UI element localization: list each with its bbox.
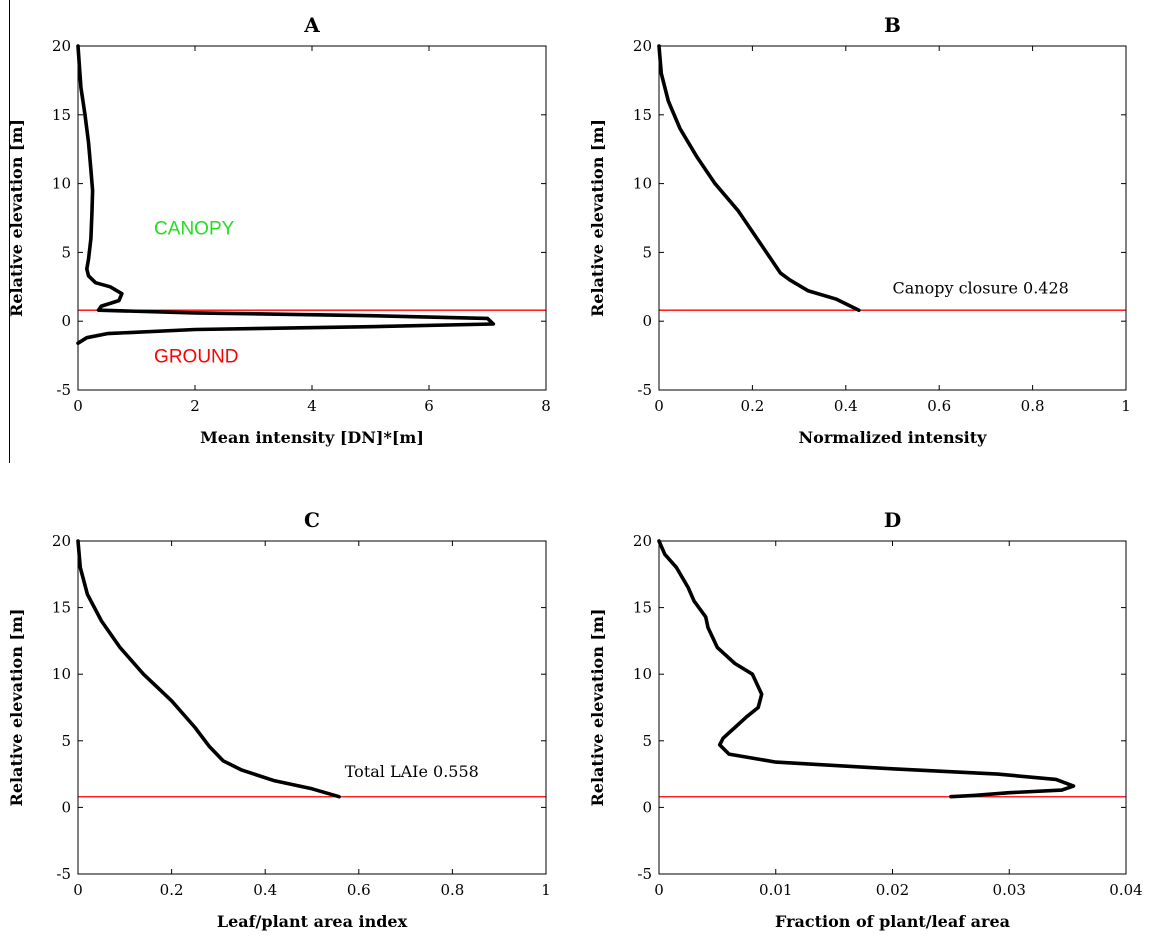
- annotation-label: Total LAIe 0.558: [345, 762, 479, 781]
- y-tick-label: 15: [52, 599, 71, 617]
- y-tick-label: -5: [637, 381, 652, 399]
- y-tick-label: 10: [633, 665, 652, 683]
- annotation-label: Canopy closure 0.428: [893, 279, 1069, 298]
- y-tick-label: 15: [633, 106, 652, 124]
- plot-frame: [77, 540, 547, 875]
- y-tick-label: 20: [633, 37, 652, 55]
- y-axis-label: Relative elevation [m]: [7, 119, 26, 317]
- annotation-label: GROUND: [154, 346, 238, 367]
- x-tick-label: 0: [654, 397, 664, 415]
- y-tick-label: 5: [61, 243, 71, 261]
- x-tick-label: 1: [541, 881, 551, 899]
- x-tick-label: 0: [654, 881, 664, 899]
- y-tick-label: -5: [56, 381, 71, 399]
- x-tick-label: 8: [541, 397, 551, 415]
- y-tick-label: 15: [633, 599, 652, 617]
- x-axis-label: Mean intensity [DN]*[m]: [200, 428, 424, 447]
- y-tick-label: 5: [61, 732, 71, 750]
- panel-title: B: [884, 13, 901, 37]
- x-tick-label: 0.4: [834, 397, 858, 415]
- x-tick-label: 0.4: [253, 881, 277, 899]
- x-tick-label: 0.8: [440, 881, 464, 899]
- plot-frame: [658, 540, 1127, 875]
- x-tick-label: 0.8: [1021, 397, 1045, 415]
- panel-title: A: [303, 13, 320, 37]
- series-line: [76, 44, 496, 346]
- x-tick-label: 0.04: [1109, 881, 1142, 899]
- x-tick-label: 0.6: [927, 397, 951, 415]
- x-axis-label: Normalized intensity: [799, 428, 988, 447]
- series-line: [657, 539, 1076, 799]
- y-tick-label: -5: [637, 865, 652, 883]
- y-tick-label: 5: [642, 243, 652, 261]
- series-line: [76, 539, 341, 799]
- x-tick-label: 0: [73, 881, 83, 899]
- x-tick-label: 6: [424, 397, 434, 415]
- y-axis-label: Relative elevation [m]: [7, 609, 26, 807]
- x-tick-label: 0: [73, 397, 83, 415]
- y-tick-label: 20: [52, 37, 71, 55]
- y-tick-label: 10: [52, 175, 71, 193]
- plot-frame: [658, 45, 1127, 391]
- panel-title: C: [304, 508, 320, 532]
- y-tick-label: 0: [642, 312, 652, 330]
- series-line: [657, 44, 861, 313]
- x-tick-label: 1: [1121, 397, 1131, 415]
- annotation-label: CANOPY: [154, 219, 235, 240]
- y-tick-label: 5: [642, 732, 652, 750]
- panel-title: D: [884, 508, 901, 532]
- y-tick-label: 15: [52, 106, 71, 124]
- y-tick-label: 0: [642, 798, 652, 816]
- x-tick-label: 0.2: [740, 397, 764, 415]
- y-tick-label: 10: [633, 175, 652, 193]
- x-tick-label: 0.2: [160, 881, 184, 899]
- y-tick-label: 20: [52, 532, 71, 550]
- x-tick-label: 4: [307, 397, 317, 415]
- x-tick-label: 0.6: [347, 881, 371, 899]
- x-axis-label: Leaf/plant area index: [217, 912, 408, 931]
- x-tick-label: 0.03: [993, 881, 1026, 899]
- figure-edge-line: [9, 0, 10, 463]
- y-tick-label: 20: [633, 532, 652, 550]
- x-tick-label: 0.02: [876, 881, 909, 899]
- plot-frame: [77, 45, 547, 391]
- y-tick-label: 0: [61, 312, 71, 330]
- y-tick-label: -5: [56, 865, 71, 883]
- x-axis-label: Fraction of plant/leaf area: [775, 912, 1010, 931]
- y-tick-label: 10: [52, 665, 71, 683]
- x-tick-label: 2: [190, 397, 200, 415]
- y-axis-label: Relative elevation [m]: [588, 609, 607, 807]
- y-tick-label: 0: [61, 798, 71, 816]
- x-tick-label: 0.01: [759, 881, 792, 899]
- y-axis-label: Relative elevation [m]: [588, 119, 607, 317]
